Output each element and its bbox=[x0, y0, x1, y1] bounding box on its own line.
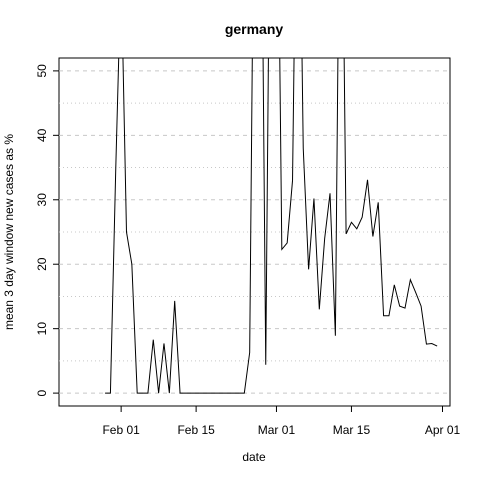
chart-title: germany bbox=[225, 21, 284, 37]
y-tick-label: 10 bbox=[35, 322, 49, 336]
x-axis-label: date bbox=[242, 450, 266, 464]
y-axis-label: mean 3 day window new cases as % bbox=[2, 134, 16, 330]
x-tick-label: Apr 01 bbox=[425, 423, 461, 437]
x-tick-label: Mar 01 bbox=[258, 423, 296, 437]
x-tick-label: Feb 15 bbox=[177, 423, 215, 437]
y-tick-label: 30 bbox=[35, 193, 49, 207]
y-tick-label: 50 bbox=[35, 64, 49, 78]
x-tick-label: Feb 01 bbox=[102, 423, 140, 437]
data-line bbox=[105, 58, 438, 394]
y-tick-label: 0 bbox=[35, 389, 49, 396]
x-tick-label: Mar 15 bbox=[333, 423, 371, 437]
y-tick-label: 40 bbox=[35, 128, 49, 142]
y-tick-label: 20 bbox=[35, 257, 49, 271]
